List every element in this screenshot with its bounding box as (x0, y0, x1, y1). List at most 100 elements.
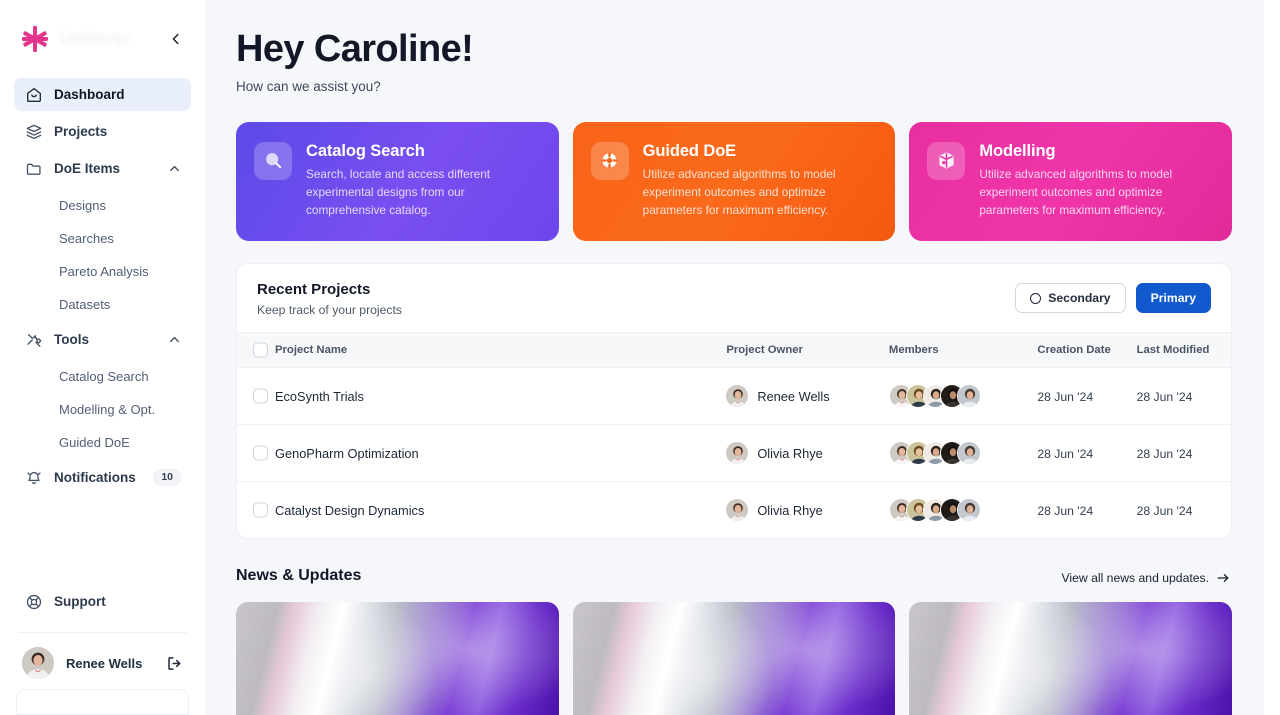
members-avatar-stack[interactable] (888, 441, 1037, 466)
avatar (726, 499, 749, 522)
feature-card-body: Catalog Search Search, locate and access… (306, 142, 541, 220)
feature-card-modelling[interactable]: Modelling Utilize advanced algorithms to… (909, 121, 1233, 242)
column-header-last-modified[interactable]: Last Modified (1136, 332, 1231, 369)
sidebar-subitem-designs[interactable]: Designs (59, 198, 106, 213)
members-avatar-stack[interactable] (888, 498, 1037, 523)
news-card[interactable] (572, 602, 896, 715)
feature-card-body: Modelling Utilize advanced algorithms to… (979, 142, 1214, 220)
cell-last-modified: 28 Jun '24 (1137, 482, 1231, 539)
chevron-up-icon[interactable] (168, 333, 181, 346)
sidebar-subitem-catalog-search[interactable]: Catalog Search (59, 369, 149, 384)
cell-creation-date: 28 Jun '24 (1037, 482, 1136, 539)
chevron-up-icon[interactable] (168, 162, 181, 175)
column-header-members[interactable]: Members (888, 332, 1038, 369)
sidebar-subitem-searches[interactable]: Searches (59, 231, 114, 246)
tools-icon (24, 330, 43, 349)
table-header-row: Project Name Project Owner Members Creat… (237, 332, 1231, 369)
column-header-project-owner[interactable]: Project Owner (726, 332, 889, 369)
feature-card-description: Search, locate and access different expe… (306, 166, 491, 217)
recent-projects-actions: Secondary Primary (1015, 281, 1211, 314)
table-row[interactable]: EcoSynth Trials Renee Wells (237, 367, 1231, 426)
avatar (22, 647, 54, 679)
column-header-project-name[interactable]: Project Name (237, 332, 727, 369)
secondary-button[interactable]: Secondary (1015, 283, 1126, 314)
avatar (956, 441, 981, 466)
select-all-checkbox[interactable] (253, 342, 268, 358)
table-row[interactable]: Catalyst Design Dynamics Olivia Rhye (237, 482, 1231, 539)
owner-wrap: Renee Wells (726, 385, 889, 408)
subnav-tools: Catalog Search Modelling & Opt. Guided D… (14, 360, 191, 459)
sidebar-item-support[interactable]: Support (14, 585, 191, 618)
sidebar-footer-panel (16, 689, 189, 715)
news-card[interactable] (236, 602, 559, 715)
avatar (726, 385, 749, 408)
user-profile[interactable]: Renee Wells (14, 633, 191, 689)
layers-icon (24, 122, 43, 141)
sidebar-divider (18, 632, 187, 633)
owner-wrap: Olivia Rhye (726, 499, 889, 522)
news-card[interactable] (909, 602, 1233, 715)
cell-project-owner: Olivia Rhye (726, 482, 889, 539)
news-cards-row (236, 602, 1233, 715)
primary-button-label: Primary (1150, 291, 1196, 306)
brand-header: Unilever (14, 0, 191, 78)
project-name-label: Catalyst Design Dynamics (275, 502, 425, 518)
project-name-label: EcoSynth Trials (275, 388, 364, 404)
sidebar-subitem-modelling-opt[interactable]: Modelling & Opt. (59, 402, 156, 417)
feature-card-description: Utilize advanced algorithms to model exp… (979, 166, 1173, 217)
table-row[interactable]: GenoPharm Optimization Olivia Rhye (237, 424, 1231, 483)
row-checkbox[interactable] (253, 388, 268, 404)
sidebar-subitem-pareto-analysis[interactable]: Pareto Analysis (59, 264, 149, 279)
creation-date-label: 28 Jun '24 (1037, 446, 1094, 461)
sidebar-spacer (14, 498, 191, 585)
sidebar-item-label: Notifications (54, 470, 136, 485)
sidebar-item-label: Dashboard (54, 87, 125, 102)
view-all-news-label: View all news and updates. (1061, 571, 1209, 586)
cell-members (888, 367, 1038, 426)
chevron-left-icon[interactable] (167, 30, 185, 48)
primary-button[interactable]: Primary (1135, 283, 1211, 314)
recent-projects-title: Recent Projects (257, 281, 371, 299)
sidebar-item-label: Support (54, 594, 106, 609)
compass-icon (590, 141, 629, 180)
row-checkbox[interactable] (253, 502, 268, 518)
owner-name-label: Olivia Rhye (757, 502, 823, 518)
cell-project-owner: Olivia Rhye (726, 424, 889, 483)
sidebar-item-tools[interactable]: Tools (14, 323, 191, 356)
sidebar-item-label: DoE Items (54, 161, 121, 176)
sidebar-subitem-datasets[interactable]: Datasets (59, 297, 111, 312)
feature-card-guided-doe[interactable]: Guided DoE Utilize advanced algorithms t… (572, 121, 896, 242)
projects-table-head: Project Name Project Owner Members Creat… (237, 332, 1231, 369)
sidebar-nav: Dashboard Projects DoE (14, 78, 191, 498)
column-header-creation-date[interactable]: Creation Date (1037, 332, 1137, 369)
feature-card-description: Utilize advanced algorithms to model exp… (642, 166, 836, 217)
logout-icon[interactable] (166, 655, 183, 672)
page-subtitle: How can we assist you? (236, 78, 381, 94)
feature-card-catalog-search[interactable]: Catalog Search Search, locate and access… (236, 121, 559, 242)
page-scrollbar[interactable] (1264, 0, 1280, 715)
lifebuoy-icon (24, 592, 43, 611)
row-checkbox[interactable] (253, 445, 268, 461)
page-title: Hey Caroline! (236, 28, 474, 70)
members-avatar-stack[interactable] (888, 384, 1037, 409)
cell-creation-date: 28 Jun '24 (1037, 424, 1137, 483)
sidebar-item-doe-items[interactable]: DoE Items (14, 152, 191, 185)
bell-icon (24, 468, 43, 487)
sidebar-item-dashboard[interactable]: Dashboard (14, 78, 191, 111)
view-all-news-link[interactable]: View all news and updates. (1062, 571, 1230, 585)
cell-members (888, 482, 1037, 539)
feature-card-title: Modelling (979, 141, 1056, 160)
recent-projects-heading-group: Recent Projects Keep track of your proje… (257, 281, 1015, 317)
avatar (956, 498, 981, 523)
cell-last-modified: 28 Jun '24 (1136, 367, 1231, 426)
sidebar-item-projects[interactable]: Projects (14, 115, 191, 148)
cell-project-name: GenoPharm Optimization (237, 424, 727, 483)
cube-icon (927, 141, 966, 180)
sidebar-subitem-guided-doe[interactable]: Guided DoE (59, 435, 130, 450)
profile-name: Renee Wells (66, 655, 143, 671)
circle-icon (1030, 292, 1042, 304)
avatar (726, 442, 749, 465)
sidebar-item-notifications[interactable]: Notifications 10 (14, 461, 191, 494)
project-name-label: GenoPharm Optimization (275, 445, 419, 461)
cell-project-name: Catalyst Design Dynamics (237, 482, 726, 539)
